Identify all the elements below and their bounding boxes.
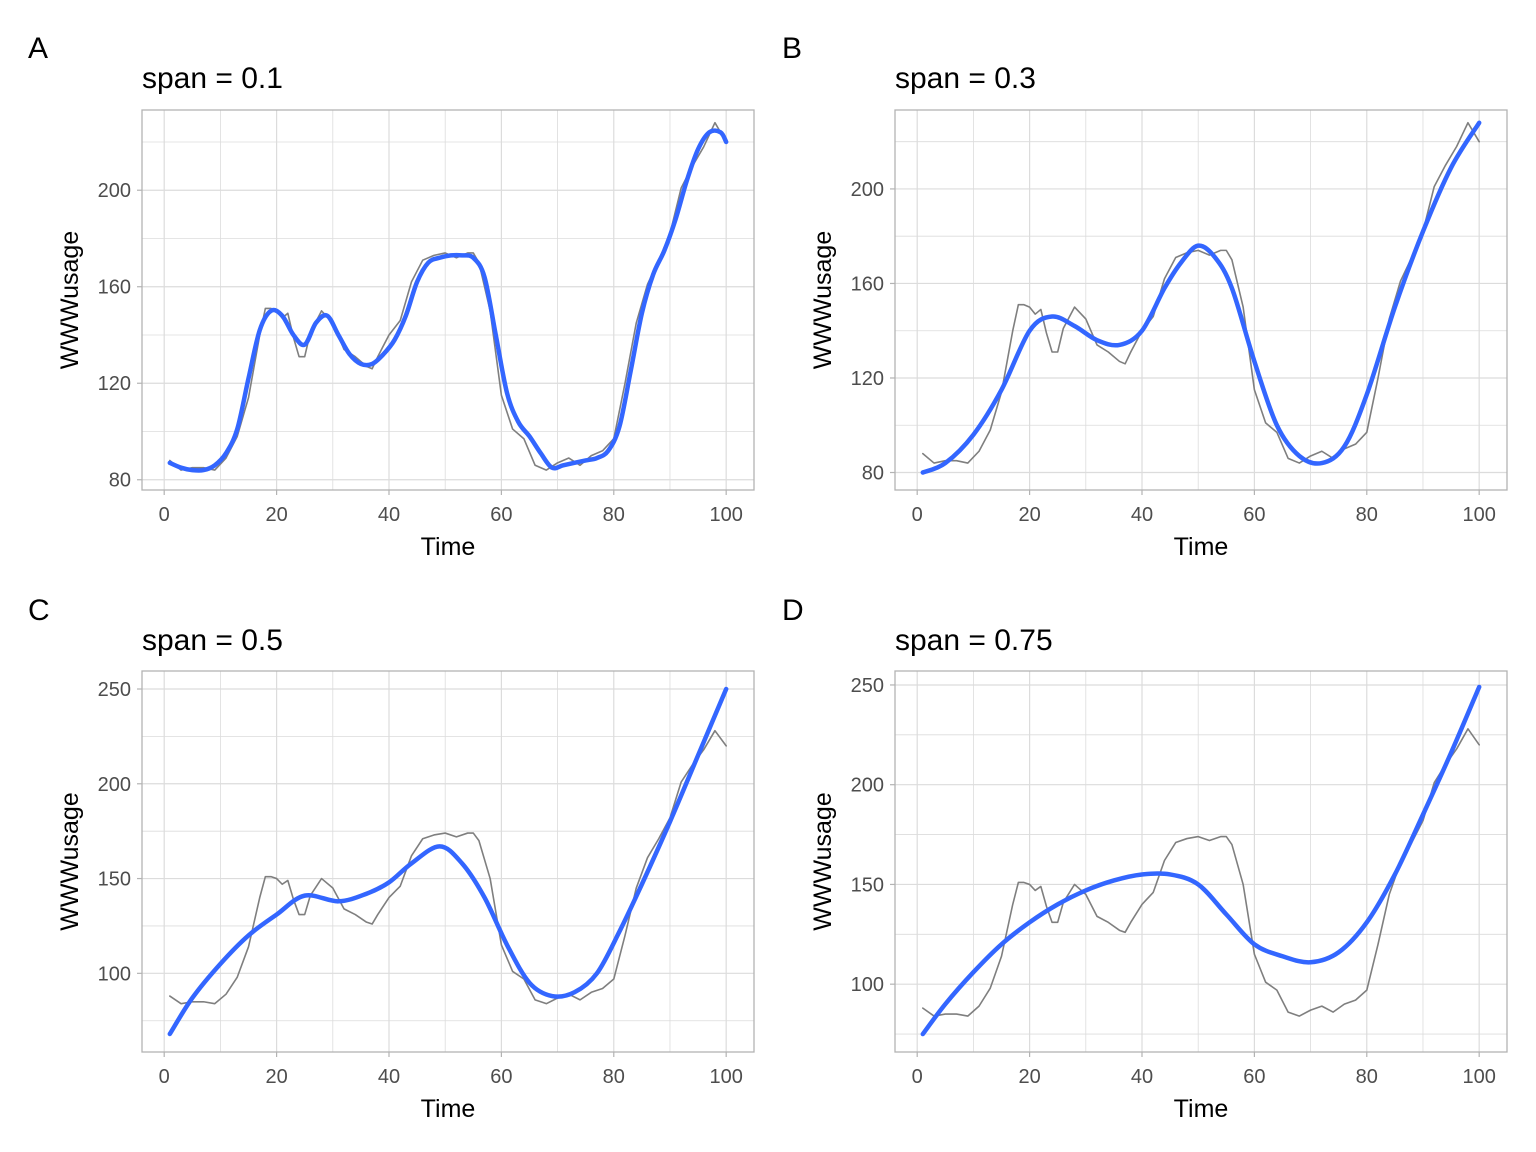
x-tick-label: 40 xyxy=(1131,1066,1153,1088)
x-tick-label: 80 xyxy=(603,504,625,526)
panel-border xyxy=(141,670,755,1053)
gridlines xyxy=(895,110,1507,490)
y-tick-label: 250 xyxy=(851,675,884,697)
x-tick-label: 0 xyxy=(159,1066,170,1088)
x-tick-label: 40 xyxy=(1131,504,1153,526)
y-tick-label: 250 xyxy=(98,679,131,701)
x-tick-label: 20 xyxy=(265,1066,287,1088)
x-tick-label: 20 xyxy=(1018,1066,1040,1088)
y-tick-label: 200 xyxy=(98,180,131,202)
x-tick-label: 20 xyxy=(1018,504,1040,526)
raw-line xyxy=(922,121,1480,464)
x-tick-label: 0 xyxy=(912,1066,923,1088)
y-tick-label: 200 xyxy=(98,774,131,796)
y-tick-label: 100 xyxy=(851,974,884,996)
y-tick-label: 150 xyxy=(851,874,884,896)
x-tick-label: 60 xyxy=(490,504,512,526)
y-tick-label: 100 xyxy=(98,963,131,985)
y-tick-label: 160 xyxy=(98,277,131,299)
x-tick-label: 60 xyxy=(1243,504,1265,526)
x-axis-label: Time xyxy=(1174,533,1229,561)
gridlines xyxy=(142,110,754,490)
panel-border xyxy=(141,109,755,491)
y-tick-label: 80 xyxy=(109,470,131,492)
y-tick-label: 120 xyxy=(98,373,131,395)
chart-title: span = 0.75 xyxy=(895,624,1053,657)
gridlines xyxy=(142,671,754,1052)
x-tick-label: 100 xyxy=(1462,504,1495,526)
x-tick-label: 60 xyxy=(1243,1066,1265,1088)
y-axis-label: WWWusage xyxy=(56,792,84,930)
x-tick-label: 100 xyxy=(709,504,742,526)
raw-line xyxy=(169,729,727,1005)
y-tick-label: 200 xyxy=(851,179,884,201)
x-tick-label: 0 xyxy=(159,504,170,526)
x-tick-label: 40 xyxy=(378,504,400,526)
y-tick-label: 150 xyxy=(98,869,131,891)
x-tick-label: 20 xyxy=(265,504,287,526)
y-axis-label: WWWusage xyxy=(809,792,837,930)
gridlines xyxy=(895,671,1507,1052)
x-axis-label: Time xyxy=(421,533,476,561)
smooth-line xyxy=(920,120,1482,475)
x-tick-label: 80 xyxy=(1356,504,1378,526)
chart-title: span = 0.3 xyxy=(895,62,1036,95)
x-tick-label: 40 xyxy=(378,1066,400,1088)
panel-border xyxy=(894,670,1508,1053)
x-tick-label: 0 xyxy=(912,504,923,526)
x-tick-label: 100 xyxy=(1462,1066,1495,1088)
smooth-line xyxy=(920,684,1482,1037)
smooth-line xyxy=(167,128,729,473)
chart-title: span = 0.5 xyxy=(142,624,283,657)
y-tick-label: 160 xyxy=(851,273,884,295)
x-tick-label: 80 xyxy=(603,1066,625,1088)
raw-line xyxy=(169,121,727,471)
x-axis-label: Time xyxy=(421,1095,476,1123)
chart-title: span = 0.1 xyxy=(142,62,283,95)
panel-tag: B xyxy=(782,32,802,65)
smooth-line xyxy=(167,686,729,1037)
panel-tag: C xyxy=(28,594,50,627)
x-tick-label: 60 xyxy=(490,1066,512,1088)
raw-line xyxy=(922,728,1480,1017)
y-tick-label: 120 xyxy=(851,368,884,390)
y-axis-label: WWWusage xyxy=(809,231,837,369)
y-tick-label: 200 xyxy=(851,775,884,797)
panel-border xyxy=(894,109,1508,491)
x-tick-label: 80 xyxy=(1356,1066,1378,1088)
x-axis-label: Time xyxy=(1174,1095,1229,1123)
y-tick-label: 80 xyxy=(862,463,884,485)
y-axis-label: WWWusage xyxy=(56,231,84,369)
x-tick-label: 100 xyxy=(709,1066,742,1088)
panel-tag: A xyxy=(28,32,48,65)
panel-tag: D xyxy=(782,594,804,627)
